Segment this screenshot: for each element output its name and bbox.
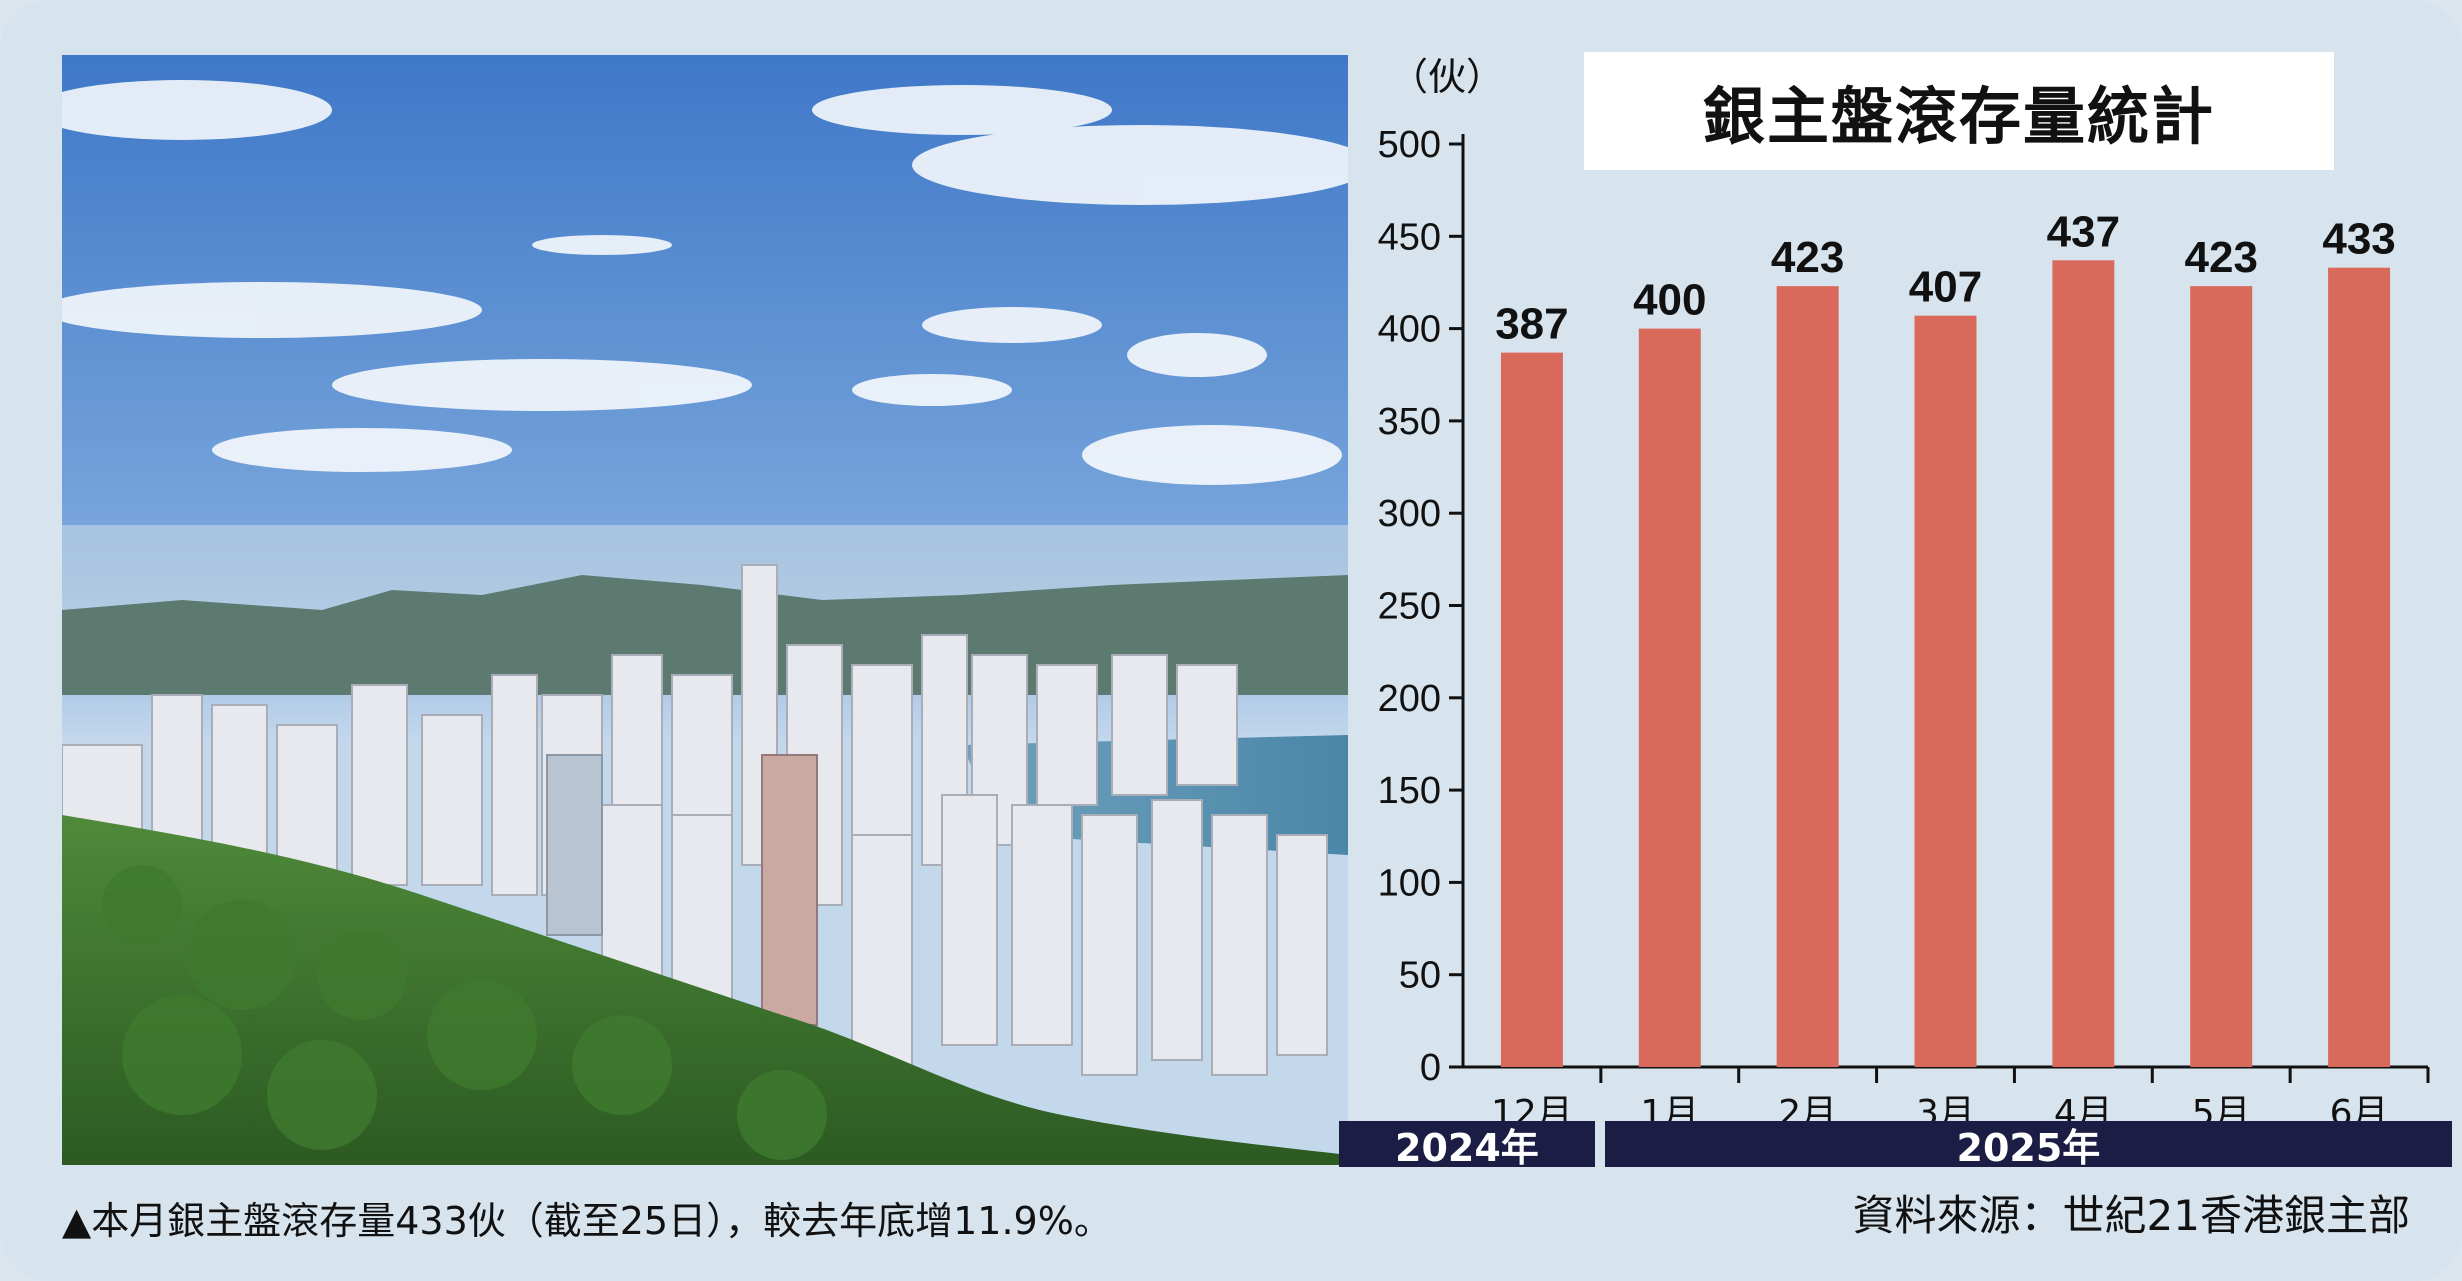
bar-value-label: 400 bbox=[1633, 276, 1706, 325]
bar bbox=[1776, 286, 1839, 1068]
cityscape-illustration bbox=[62, 55, 1348, 1165]
y-tick-label: 500 bbox=[1378, 124, 1441, 166]
bar-value-label: 437 bbox=[2047, 207, 2120, 256]
y-tick-label: 350 bbox=[1378, 401, 1441, 443]
bar-value-label: 407 bbox=[1909, 263, 1982, 312]
y-tick-label: 150 bbox=[1378, 770, 1441, 812]
y-tick-label: 100 bbox=[1378, 862, 1441, 904]
bar-chart: （伙）05010015020025030035040045050038712月4… bbox=[1378, 55, 2430, 1134]
chart-title-box: 銀主盤滾存量統計 bbox=[1584, 52, 2334, 170]
y-tick-label: 250 bbox=[1378, 586, 1441, 628]
bar bbox=[2328, 267, 2391, 1067]
bar bbox=[2190, 286, 2253, 1068]
y-tick-label: 0 bbox=[1420, 1047, 1441, 1089]
bar bbox=[1500, 352, 1563, 1067]
y-tick-label: 300 bbox=[1378, 493, 1441, 535]
y-tick-label: 50 bbox=[1399, 955, 1441, 997]
cityscape-photo bbox=[62, 55, 1348, 1165]
chart-title: 銀主盤滾存量統計 bbox=[1702, 80, 2215, 153]
bar-value-label: 423 bbox=[1771, 233, 1844, 282]
y-tick-label: 450 bbox=[1378, 216, 1441, 258]
bar bbox=[1638, 328, 1701, 1068]
bar-value-label: 423 bbox=[2185, 233, 2258, 282]
bar bbox=[1914, 315, 1977, 1068]
bar bbox=[2052, 260, 2115, 1068]
photo-caption: ▲本月銀主盤滾存量433伙（截至25日），較去年底增11.9%。 bbox=[62, 1199, 1112, 1243]
year-label-2025: 2025年 bbox=[1604, 1121, 2452, 1170]
year-label-2024: 2024年 bbox=[1339, 1121, 1595, 1170]
data-source: 資料來源：世紀21香港銀主部 bbox=[1852, 1191, 2410, 1240]
y-tick-label: 200 bbox=[1378, 678, 1441, 720]
bar-value-label: 433 bbox=[2322, 215, 2395, 264]
y-tick-label: 400 bbox=[1378, 309, 1441, 351]
y-axis-unit-label: （伙） bbox=[1390, 55, 1504, 99]
bar-value-label: 387 bbox=[1495, 300, 1568, 349]
